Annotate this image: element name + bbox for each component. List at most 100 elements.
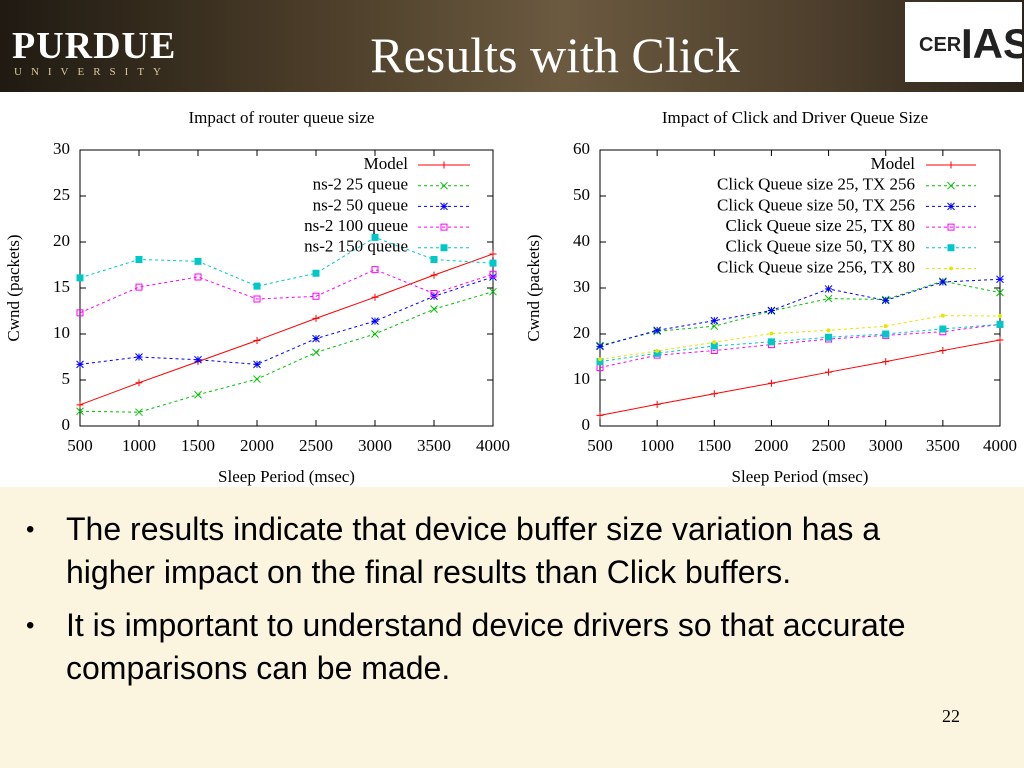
y-tick-label: 5: [62, 369, 71, 388]
marker: [881, 296, 890, 305]
marker: [253, 282, 261, 290]
marker: [371, 266, 379, 274]
legend-label: Click Queue size 256, TX 80: [717, 257, 915, 276]
series-line: [599, 280, 1001, 346]
y-tick-label: 60: [573, 139, 590, 158]
marker: [598, 357, 603, 362]
marker: [825, 368, 833, 376]
marker: [194, 273, 202, 281]
x-tick-label: 1000: [640, 436, 674, 455]
badge-right: IAS: [961, 20, 1024, 67]
legend-label: ns-2 100 queue: [304, 216, 408, 235]
marker: [710, 390, 718, 398]
legend-label: ns-2 150 queue: [304, 237, 408, 256]
marker: [653, 326, 661, 335]
legend-label: ns-2 25 queue: [313, 175, 408, 194]
x-tick-label: 2000: [754, 436, 788, 455]
marker: [76, 274, 84, 282]
marker: [253, 295, 261, 303]
marker: [596, 411, 604, 419]
marker: [710, 316, 719, 325]
series-line: [79, 291, 494, 413]
marker: [194, 390, 202, 399]
marker: [135, 283, 143, 291]
marker: [712, 340, 717, 345]
x-tick-label: 4000: [983, 436, 1017, 455]
legend-marker: [440, 181, 448, 190]
marker: [996, 320, 1004, 328]
chart-title: Impact of Click and Driver Queue Size: [662, 108, 928, 127]
y-axis-label: Cwnd (packets): [4, 234, 23, 341]
legend-marker: [947, 181, 955, 190]
y-axis-label: Cwnd (packets): [524, 234, 543, 341]
y-tick-label: 20: [573, 323, 590, 342]
marker: [371, 293, 379, 301]
marker: [76, 360, 84, 369]
marker: [135, 408, 143, 417]
marker: [882, 330, 890, 338]
marker: [653, 400, 661, 408]
marker: [194, 257, 202, 265]
badge: CER IAS: [905, 2, 1024, 82]
logo-sub: UNIVERSITY: [14, 66, 170, 78]
bullets: The results indicate that device buffer …: [20, 508, 920, 700]
legend-marker: [440, 223, 448, 231]
marker: [489, 250, 497, 258]
marker: [371, 317, 379, 325]
marker: [253, 336, 261, 344]
legend-label: Model: [871, 154, 916, 173]
marker: [939, 325, 947, 333]
marker: [710, 322, 719, 331]
y-tick-label: 0: [582, 415, 591, 434]
y-tick-label: 20: [53, 231, 70, 250]
x-tick-label: 2000: [240, 436, 274, 455]
x-tick-label: 3500: [417, 436, 451, 455]
series-line: [79, 269, 494, 314]
marker: [767, 306, 776, 315]
series-line: [599, 315, 1001, 360]
marker: [430, 271, 438, 279]
y-tick-label: 10: [573, 369, 590, 388]
marker: [940, 313, 945, 318]
marker: [489, 287, 497, 296]
y-tick-label: 30: [573, 277, 590, 296]
marker: [371, 330, 379, 338]
legend-marker: [949, 266, 954, 271]
marker: [76, 407, 84, 416]
legend-label: Click Queue size 50, TX 256: [717, 195, 915, 214]
page-number: 22: [942, 706, 960, 726]
series-line: [599, 323, 1001, 363]
marker: [825, 333, 833, 341]
legend-marker: [440, 244, 448, 252]
series-line: [599, 278, 1001, 347]
legend-marker: [440, 161, 448, 169]
series-line: [79, 276, 494, 365]
y-tick-label: 15: [53, 277, 70, 296]
marker: [939, 347, 947, 355]
x-tick-label: 1500: [697, 436, 731, 455]
legend-label: ns-2 50 queue: [313, 195, 408, 214]
legend-marker: [947, 161, 955, 169]
marker: [312, 269, 320, 277]
legend-marker: [947, 244, 955, 252]
legend-marker: [947, 223, 955, 231]
marker: [996, 336, 1004, 344]
marker: [489, 270, 497, 278]
series-line: [599, 323, 1001, 369]
marker: [135, 353, 143, 361]
marker: [135, 379, 143, 387]
marker: [312, 334, 320, 343]
marker: [767, 379, 775, 387]
marker: [253, 360, 261, 369]
x-axis-label: Sleep Period (msec): [732, 467, 869, 486]
marker: [939, 278, 947, 286]
slide-title: Results with Click: [370, 27, 740, 83]
y-tick-label: 30: [53, 139, 70, 158]
legend-marker: [440, 202, 448, 211]
marker: [135, 255, 143, 263]
x-tick-label: 3500: [926, 436, 960, 455]
y-tick-label: 25: [53, 185, 70, 204]
marker: [312, 292, 320, 300]
marker: [998, 314, 1003, 318]
x-tick-label: 4000: [476, 436, 510, 455]
